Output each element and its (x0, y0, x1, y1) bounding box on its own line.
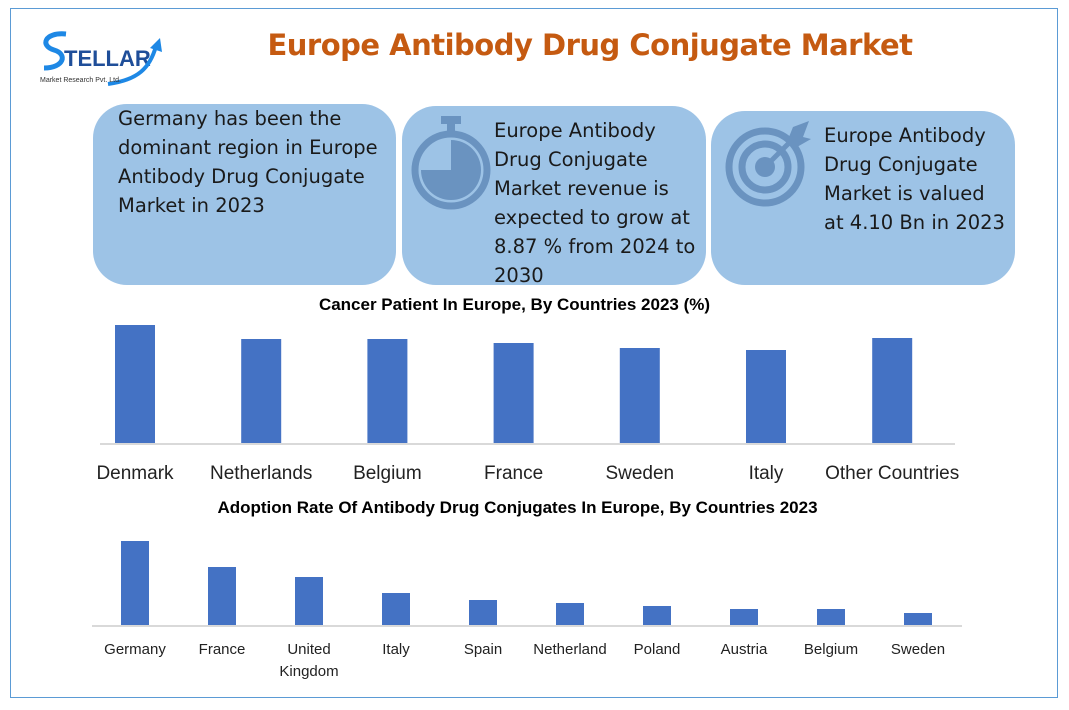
x-tick-label: Austria (721, 641, 768, 658)
bar-belgium (817, 609, 845, 625)
x-tick-label: Kingdom (279, 663, 338, 680)
x-tick-label: Netherlands (210, 463, 312, 484)
x-tick-label: United (287, 641, 330, 658)
stellar-logo: TELLAR Market Research Pvt. Ltd. (40, 31, 162, 86)
x-tick-label: Denmark (96, 463, 174, 484)
chart1-title: Cancer Patient In Europe, By Countries 2… (318, 295, 711, 314)
x-tick-label: Italy (749, 463, 784, 484)
card-text: Germany has been the dominant region in … (118, 107, 378, 217)
x-tick-label: Sweden (891, 641, 945, 658)
bar-belgium (367, 339, 408, 443)
bar-netherlands (241, 339, 282, 443)
x-tick-label: Netherland (533, 641, 606, 658)
x-tick-label: France (199, 641, 246, 658)
x-tick-label: Sweden (605, 463, 674, 484)
chart2-title: Adoption Rate Of Antibody Drug Conjugate… (217, 498, 818, 517)
bar-other-countries (872, 338, 913, 443)
bar-spain (469, 600, 497, 625)
bar-sweden (904, 613, 932, 625)
info-card-growth: Europe Antibody Drug Conjugate Market re… (402, 106, 706, 287)
info-card-value: Europe Antibody Drug Conjugate Market is… (711, 111, 1015, 285)
page-title: Europe Antibody Drug Conjugate Market (267, 28, 913, 62)
x-tick-label: Other Countries (825, 463, 959, 484)
x-tick-label: Belgium (353, 463, 422, 484)
cancer-patient-chart: Denmark Netherlands Belgium France Sweden Ita… (96, 325, 959, 484)
bar-italy (746, 350, 786, 443)
x-tick-label: Spain (464, 641, 502, 658)
card-text: Europe Antibody Drug Conjugate Market re… (494, 119, 696, 287)
svg-text:TELLAR: TELLAR (64, 46, 151, 71)
x-tick-label: Italy (382, 641, 410, 658)
bar-france (493, 343, 534, 443)
svg-text:Market Research Pvt. Ltd.: Market Research Pvt. Ltd. (40, 77, 121, 84)
x-tick-label: Belgium (804, 641, 858, 658)
target-icon (725, 121, 811, 207)
x-tick-label: Germany (104, 641, 166, 658)
adoption-rate-chart: Germany France United Kingdom Italy Spain Neth… (92, 541, 962, 680)
bar-austria (730, 609, 758, 625)
bar-italy (382, 593, 410, 625)
bar-poland (643, 606, 671, 625)
stopwatch-icon (411, 116, 491, 210)
bar-denmark (115, 325, 155, 443)
bar-united-kingdom (295, 577, 323, 625)
infographic-frame (10, 8, 1058, 698)
bar-france (208, 567, 236, 625)
card-text: Europe Antibody Drug Conjugate Market is… (824, 124, 1005, 234)
x-tick-label: France (484, 463, 543, 484)
bar-sweden (619, 348, 660, 443)
x-tick-label: Poland (634, 641, 681, 658)
bar-netherland (556, 603, 584, 625)
bar-germany (121, 541, 149, 625)
info-card-germany: Germany has been the dominant region in … (93, 104, 396, 285)
